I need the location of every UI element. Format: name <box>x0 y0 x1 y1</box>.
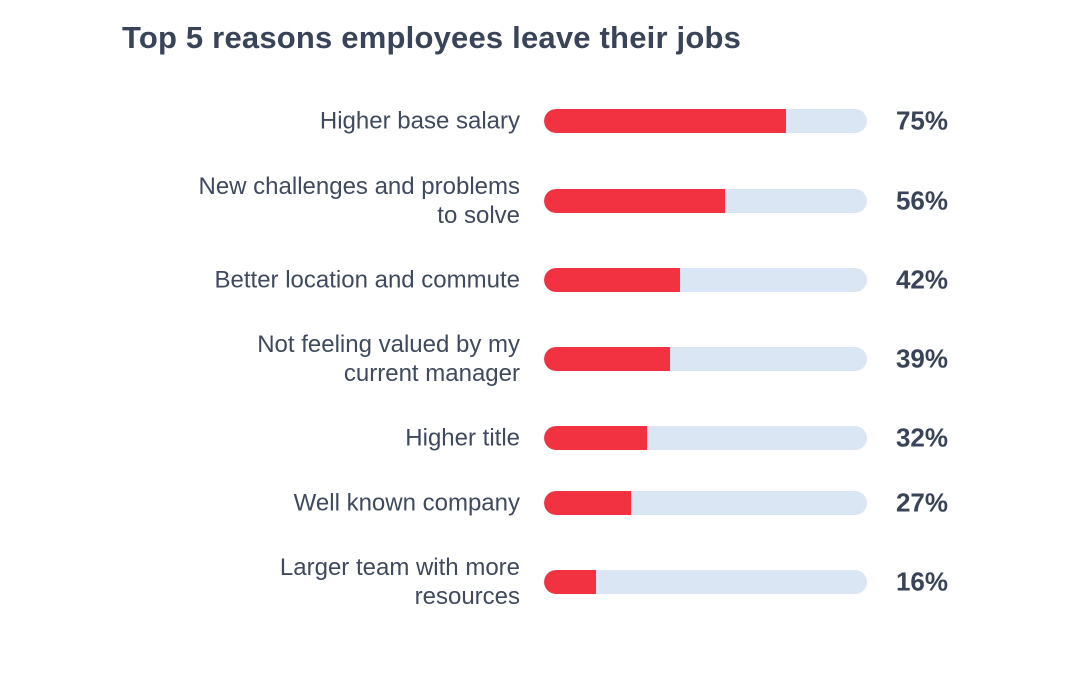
category-label: Well known company <box>293 489 520 517</box>
category-label: Not feeling valued by my current manager <box>257 331 520 387</box>
bar-track <box>544 570 867 594</box>
chart-title: Top 5 reasons employees leave their jobs <box>122 20 742 55</box>
bar <box>544 491 632 515</box>
value-label: 32% <box>895 422 948 453</box>
bar <box>544 570 596 594</box>
category-label: Better location and commute <box>214 266 521 294</box>
bar-track <box>544 426 867 450</box>
value-label: 16% <box>895 566 948 597</box>
bar-row: Higher base salary 75% <box>0 81 1080 161</box>
bar-row: Well known company 27% <box>0 463 1080 543</box>
value-label: 39% <box>895 343 948 374</box>
bar <box>544 426 648 450</box>
bar-track <box>544 491 867 515</box>
bar <box>544 347 670 371</box>
category-label: Higher base salary <box>319 107 520 135</box>
bar-track <box>544 189 867 213</box>
bar-row: Better location and commute 42% <box>0 240 1080 320</box>
bar-row: Higher title 32% <box>0 398 1080 478</box>
category-label: Larger team with more resources <box>279 554 520 610</box>
value-label: 42% <box>895 264 948 295</box>
value-label: 27% <box>895 487 948 518</box>
bar-row: Not feeling valued by my current manager… <box>0 319 1080 399</box>
bar <box>544 268 680 292</box>
bar-track <box>544 109 867 133</box>
bar-track <box>544 347 867 371</box>
bar <box>544 189 725 213</box>
value-label: 56% <box>895 185 948 216</box>
bar-row: Larger team with more resources 16% <box>0 542 1080 622</box>
bar-track <box>544 268 867 292</box>
category-label: New challenges and problems to solve <box>198 173 520 229</box>
bar-row: New challenges and problems to solve 56% <box>0 161 1080 241</box>
category-label: Higher title <box>405 424 520 452</box>
value-label: 75% <box>895 105 948 136</box>
bar <box>544 109 787 133</box>
